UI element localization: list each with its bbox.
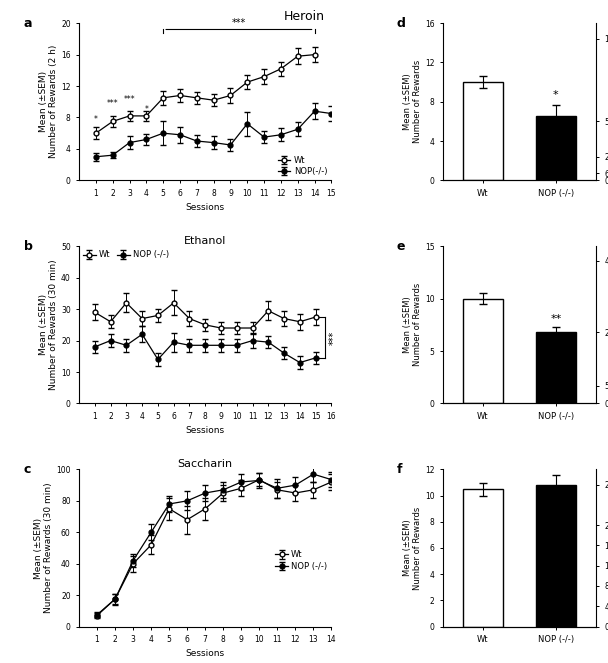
Y-axis label: Mean (±SEM)
Number of Rewards (30 min): Mean (±SEM) Number of Rewards (30 min) — [39, 259, 58, 391]
Text: e: e — [397, 240, 406, 253]
Text: ***: *** — [123, 95, 136, 104]
Title: Saccharin: Saccharin — [178, 459, 233, 469]
Text: Heroin: Heroin — [283, 10, 325, 23]
Text: c: c — [24, 463, 31, 476]
Legend: Wt, NOP (-/-): Wt, NOP (-/-) — [275, 550, 327, 571]
Text: *: * — [145, 105, 148, 113]
Text: b: b — [24, 240, 32, 253]
Y-axis label: Mean (±SEM)
Number of Rewards: Mean (±SEM) Number of Rewards — [402, 507, 422, 589]
X-axis label: Sessions: Sessions — [185, 650, 225, 658]
Text: f: f — [397, 463, 402, 476]
X-axis label: Sessions: Sessions — [185, 204, 225, 212]
Legend: Wt, NOP (-/-): Wt, NOP (-/-) — [83, 251, 169, 259]
Bar — [536, 117, 576, 180]
Bar — [463, 299, 503, 403]
Text: *: * — [94, 115, 98, 124]
Bar — [463, 489, 503, 627]
Text: ***: *** — [232, 19, 246, 29]
Text: *: * — [553, 90, 559, 100]
Text: **: ** — [550, 314, 561, 324]
Text: a: a — [24, 17, 32, 30]
Y-axis label: Mean (±SEM)
Number of Rewards (2 h): Mean (±SEM) Number of Rewards (2 h) — [39, 45, 58, 158]
Y-axis label: Mean (±SEM)
Number of Rewards: Mean (±SEM) Number of Rewards — [402, 283, 422, 367]
Bar — [463, 82, 503, 180]
Text: ***: *** — [328, 330, 338, 345]
Legend: Wt, NOP(-/-): Wt, NOP(-/-) — [278, 156, 327, 176]
Bar — [536, 485, 576, 627]
Bar — [536, 332, 576, 403]
Text: d: d — [397, 17, 406, 30]
Title: Ethanol: Ethanol — [184, 235, 226, 245]
X-axis label: Sessions: Sessions — [185, 426, 225, 436]
Y-axis label: Mean (±SEM)
Number of Rewards (30 min): Mean (±SEM) Number of Rewards (30 min) — [34, 483, 54, 613]
Text: ***: *** — [107, 99, 119, 108]
Y-axis label: Mean (±SEM)
Number of Rewards: Mean (±SEM) Number of Rewards — [402, 60, 422, 143]
